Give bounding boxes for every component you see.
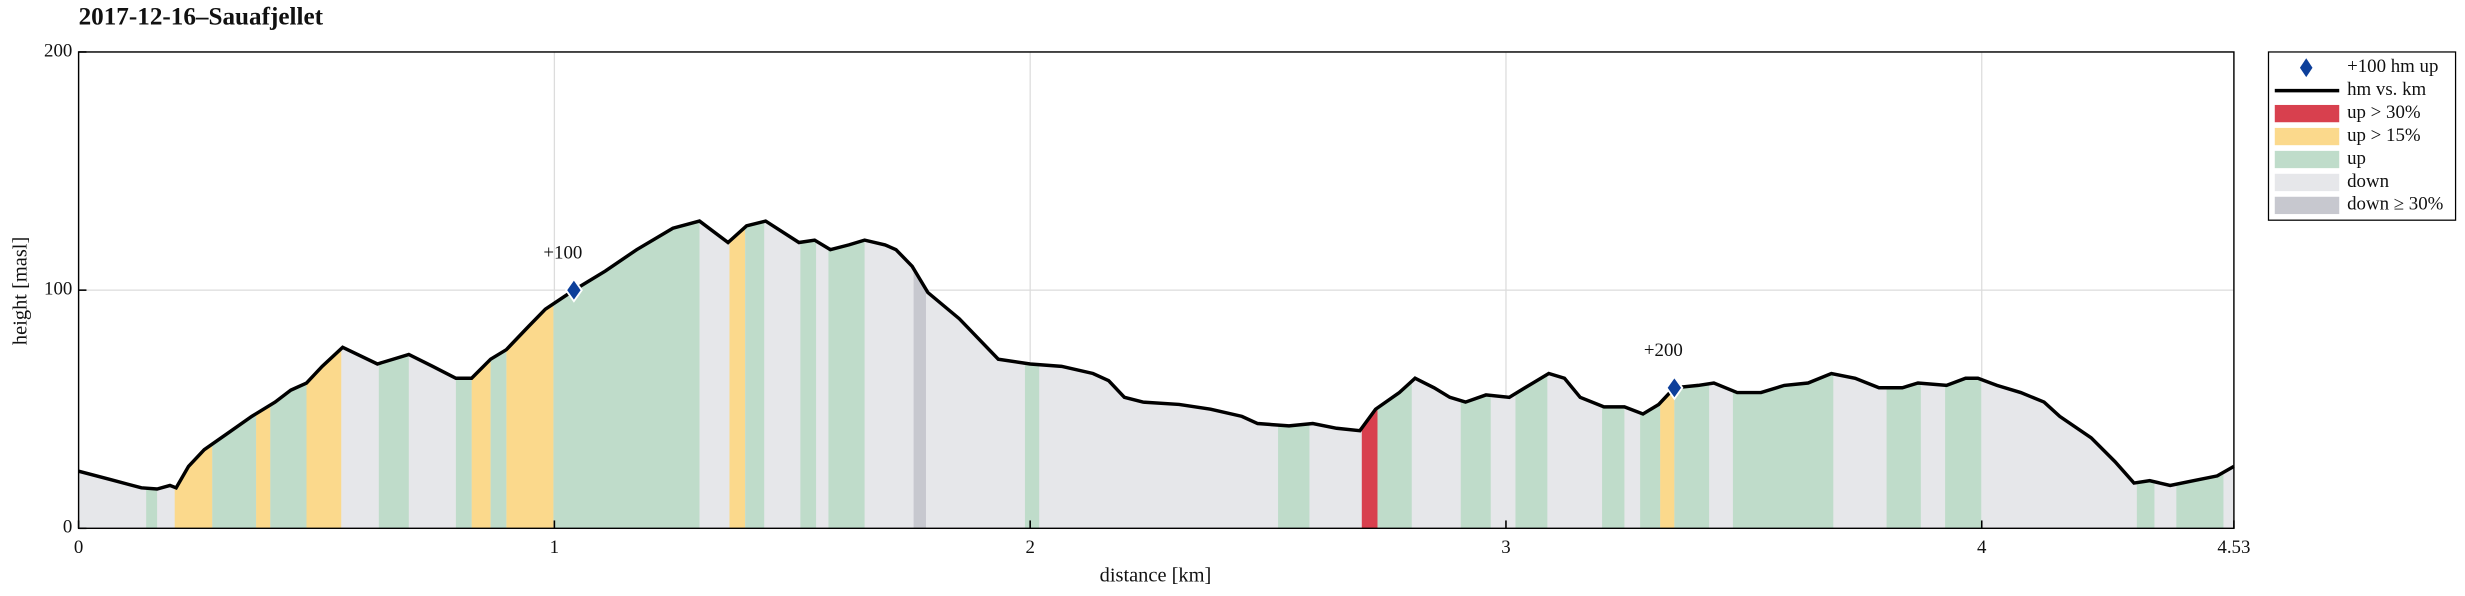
x-tick-label: 1 <box>550 537 559 558</box>
slope-band <box>256 404 271 529</box>
slope-band <box>828 240 865 529</box>
slope-band <box>800 240 817 529</box>
slope-band <box>729 227 746 529</box>
profile-line <box>78 219 2235 491</box>
slope-band <box>553 221 700 529</box>
y-tick-label: 200 <box>44 40 72 61</box>
slope-band <box>1886 383 1921 529</box>
legend-label: up > 30% <box>2347 102 2421 123</box>
slope-band <box>1732 373 1834 529</box>
x-tick-label: 4.53 <box>2217 537 2250 558</box>
slope-band <box>1024 363 1040 529</box>
legend-label: down ≥ 30% <box>2347 194 2444 215</box>
slope-band <box>1640 402 1661 529</box>
marker-label: +200 <box>1644 340 1683 361</box>
slope-band <box>306 348 342 529</box>
slope-band <box>1361 407 1378 529</box>
slope-band <box>378 354 409 529</box>
y-tick-label: 0 <box>63 517 72 538</box>
slope-band <box>913 268 926 529</box>
legend-patch <box>2274 127 2340 146</box>
x-axis-label: distance [km] <box>1100 565 1212 587</box>
slope-band <box>1674 383 1710 529</box>
slope-band <box>455 378 472 529</box>
marker-label: +100 <box>543 242 582 263</box>
legend-patch <box>2274 173 2340 192</box>
x-tick-label: 2 <box>1025 537 1034 558</box>
slope-band <box>2136 480 2155 529</box>
slope-band <box>1460 394 1491 529</box>
legend-patch <box>2274 104 2340 123</box>
x-tick-label: 3 <box>1501 537 1510 558</box>
y-axis-label: height [masl] <box>10 237 32 345</box>
chart-title: 2017-12-16–Sauafjellet <box>79 4 324 31</box>
slope-band <box>1602 406 1625 529</box>
slope-band <box>146 488 158 529</box>
legend-label: hm vs. km <box>2347 79 2426 100</box>
slope-band <box>745 221 765 529</box>
slope-band <box>490 349 507 529</box>
slope-band <box>1660 387 1675 529</box>
slope-band <box>212 413 257 529</box>
marker <box>1665 375 1684 401</box>
slope-band <box>270 383 307 529</box>
x-tick-label: 0 <box>74 537 83 558</box>
slope-band <box>174 444 213 529</box>
slope-band <box>1377 381 1412 529</box>
marker <box>564 277 583 303</box>
y-tick-label: 100 <box>44 278 72 299</box>
legend-patch <box>2274 150 2340 169</box>
slope-band <box>1278 423 1310 529</box>
slope-band <box>2176 472 2224 529</box>
legend-label: down <box>2347 171 2389 192</box>
slope-band <box>1945 378 1982 529</box>
slope-band <box>471 359 491 529</box>
legend-label: +100 hm up <box>2347 56 2438 77</box>
legend-patch <box>2274 196 2340 215</box>
slope-band <box>506 303 554 529</box>
x-tick-label: 4 <box>1977 537 1987 558</box>
legend-marker <box>2299 58 2313 78</box>
slope-band <box>1515 374 1548 529</box>
legend-label: up <box>2347 148 2366 169</box>
legend-label: up > 15% <box>2347 125 2421 146</box>
